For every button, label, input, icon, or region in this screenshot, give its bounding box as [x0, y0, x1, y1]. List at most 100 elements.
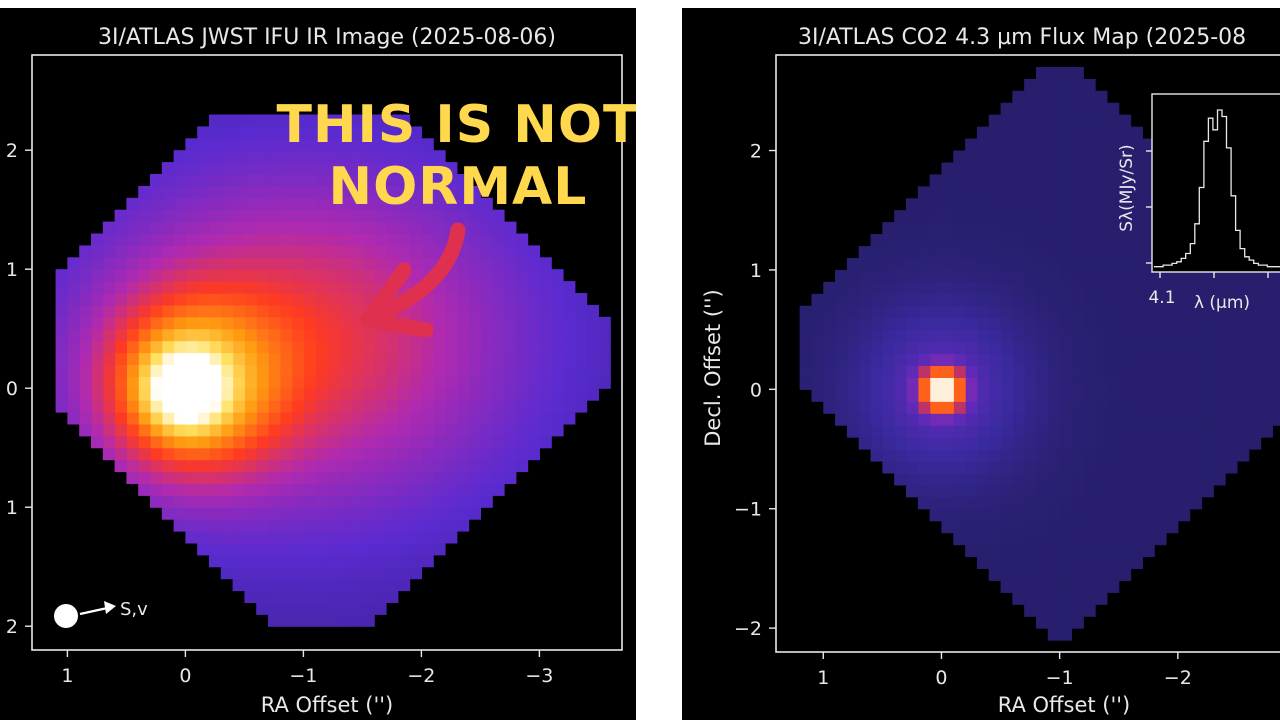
heatmap-cell: [220, 269, 234, 282]
heatmap-cell: [173, 471, 186, 484]
heatmap-cell: [574, 376, 588, 389]
heatmap-cell: [527, 269, 540, 282]
heatmap-cell: [1071, 616, 1084, 629]
heatmap-cell: [1154, 484, 1167, 498]
heatmap-cell: [279, 114, 293, 127]
heatmap-cell: [1095, 329, 1108, 343]
heatmap-cell: [1236, 305, 1250, 319]
heatmap-cell: [220, 126, 234, 139]
heatmap-cell: [492, 269, 505, 282]
heatmap-cell: [1213, 377, 1226, 390]
heatmap-cell: [1036, 138, 1049, 152]
heatmap-cell: [1047, 90, 1061, 104]
heatmap-cell: [858, 257, 872, 271]
heatmap-cell: [1047, 592, 1061, 605]
heatmap-cell: [1012, 210, 1025, 223]
heatmap-cell: [268, 590, 281, 603]
heatmap-cell: [1201, 329, 1214, 343]
heatmap-cell: [1024, 604, 1037, 617]
heatmap-cell: [929, 508, 943, 522]
heatmap-cell: [917, 389, 931, 402]
heatmap-cell: [563, 316, 576, 330]
heatmap-cell: [1130, 472, 1143, 486]
heatmap-cell: [397, 221, 411, 235]
heatmap-cell: [362, 459, 375, 473]
heatmap-cell: [409, 471, 422, 484]
heatmap-cell: [91, 328, 104, 342]
heatmap-cell: [1059, 329, 1073, 343]
heatmap-cell: [480, 257, 493, 270]
heatmap-cell: [150, 257, 163, 270]
heatmap-cell: [327, 376, 340, 389]
heatmap-cell: [1071, 257, 1084, 271]
y-tick-label: 1: [750, 260, 762, 282]
heatmap-cell: [1059, 437, 1073, 450]
heatmap-cell: [138, 340, 151, 354]
heatmap-cell: [303, 114, 316, 127]
heatmap-cell: [279, 376, 293, 389]
heatmap-cell: [1260, 413, 1273, 426]
heatmap-cell: [256, 162, 269, 175]
heatmap-cell: [1036, 162, 1049, 175]
heatmap-cell: [386, 352, 399, 365]
heatmap-cell: [209, 221, 222, 235]
heatmap-cell: [327, 388, 340, 401]
heatmap-cell: [67, 340, 80, 354]
heatmap-cell: [244, 400, 257, 413]
heatmap-cell: [894, 281, 907, 295]
heatmap-cell: [421, 340, 434, 354]
heatmap-cell: [941, 353, 954, 367]
heatmap-cell: [515, 340, 529, 354]
heatmap-cell: [929, 198, 943, 211]
heatmap-cell: [209, 209, 222, 223]
heatmap-cell: [327, 471, 340, 484]
heatmap-cell: [209, 257, 222, 270]
heatmap-cell: [173, 162, 186, 175]
heatmap-cell: [150, 423, 163, 437]
heatmap-cell: [1095, 532, 1108, 546]
heatmap-cell: [988, 437, 1002, 450]
heatmap-cell: [1036, 126, 1049, 140]
heatmap-cell: [1047, 472, 1061, 486]
heatmap-cell: [976, 317, 990, 331]
heatmap-cell: [102, 269, 116, 282]
heatmap-cell: [1071, 437, 1084, 450]
heatmap-cell: [185, 328, 198, 342]
heatmap-cell: [1083, 472, 1096, 486]
heatmap-cell: [1012, 377, 1025, 390]
heatmap-cell: [1213, 401, 1226, 414]
heatmap-cell: [539, 316, 552, 330]
heatmap-cell: [988, 150, 1002, 164]
heatmap-cell: [965, 544, 978, 558]
heatmap-cell: [1118, 305, 1132, 319]
heatmap-cell: [929, 437, 943, 450]
heatmap-cell: [870, 353, 883, 367]
heatmap-cell: [161, 257, 175, 270]
heatmap-cell: [315, 293, 328, 306]
heatmap-cell: [433, 412, 446, 425]
heatmap-cell: [468, 316, 481, 330]
heatmap-cell: [515, 459, 529, 473]
heatmap-cell: [126, 471, 139, 484]
heatmap-cell: [1130, 234, 1143, 247]
heatmap-cell: [1130, 460, 1143, 474]
heatmap-cell: [291, 364, 304, 377]
heatmap-cell: [1189, 281, 1203, 295]
heatmap-cell: [220, 281, 234, 294]
heatmap-cell: [965, 425, 978, 438]
heatmap-cell: [1012, 293, 1025, 307]
heatmap-cell: [976, 544, 990, 558]
heatmap-cell: [976, 377, 990, 390]
heatmap-cell: [67, 293, 80, 306]
heatmap-cell: [374, 257, 387, 270]
heatmap-cell: [220, 376, 234, 389]
heatmap-cell: [268, 340, 281, 354]
heatmap-cell: [1000, 281, 1013, 295]
heatmap-cell: [504, 328, 517, 342]
heatmap-cell: [126, 352, 139, 365]
heatmap-cell: [114, 423, 127, 437]
heatmap-cell: [1036, 66, 1049, 80]
heatmap-cell: [232, 233, 245, 246]
heatmap-cell: [1047, 257, 1061, 271]
heatmap-cell: [197, 340, 210, 354]
